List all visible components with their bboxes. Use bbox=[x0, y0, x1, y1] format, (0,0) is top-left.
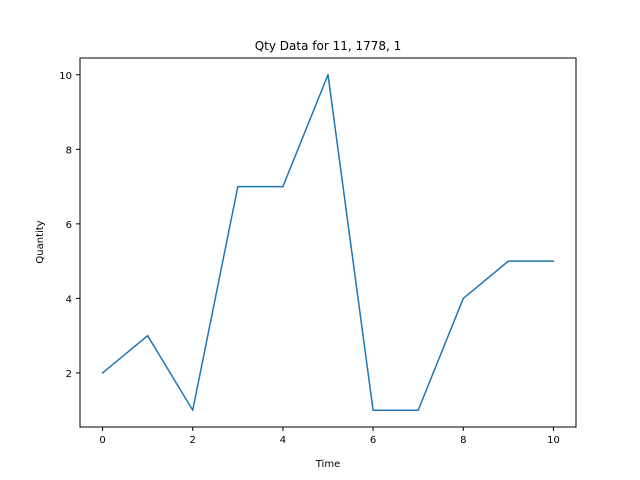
y-tick-label: 10 bbox=[59, 71, 72, 82]
x-tick-label: 6 bbox=[370, 435, 376, 446]
series-layer bbox=[101, 74, 555, 411]
y-tick-label: 6 bbox=[66, 220, 72, 231]
data-point bbox=[101, 372, 104, 374]
y-axis-label: Quantity bbox=[35, 220, 46, 263]
data-point bbox=[237, 185, 239, 188]
data-point bbox=[552, 260, 555, 262]
data-point bbox=[372, 409, 374, 411]
chart-title: Qty Data for 11, 1778, 1 bbox=[255, 39, 402, 53]
x-tick-label: 10 bbox=[547, 435, 560, 446]
data-point bbox=[327, 74, 329, 76]
data-point bbox=[507, 260, 510, 262]
x-tick-label: 0 bbox=[99, 435, 105, 446]
x-tick-label: 8 bbox=[460, 435, 466, 446]
plot-frame bbox=[79, 57, 577, 428]
y-tick-label: 2 bbox=[66, 369, 72, 380]
y-tick-label: 4 bbox=[66, 294, 72, 305]
x-axis-label: Time bbox=[315, 459, 340, 470]
data-point bbox=[282, 185, 284, 188]
ticks-layer: 0 2 4 6 8 10 2 4 6 8 10 bbox=[59, 71, 560, 446]
data-point bbox=[417, 409, 419, 411]
data-point bbox=[146, 334, 149, 337]
plot-area bbox=[80, 58, 576, 427]
y-tick-label: 8 bbox=[66, 145, 72, 156]
data-point bbox=[462, 297, 465, 300]
data-point bbox=[191, 409, 194, 411]
x-tick-label: 2 bbox=[190, 435, 196, 446]
x-tick-label: 4 bbox=[280, 435, 286, 446]
